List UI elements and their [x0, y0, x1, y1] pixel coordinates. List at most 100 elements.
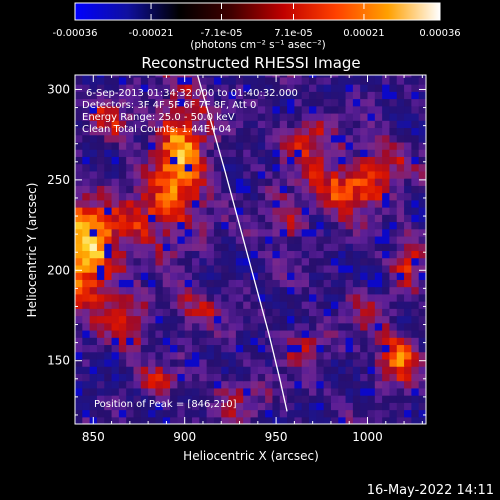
heatmap-cell — [243, 163, 252, 172]
heatmap-cell — [374, 409, 383, 418]
heatmap-cell — [272, 98, 281, 107]
heatmap-cell — [75, 134, 83, 143]
heatmap-cell — [199, 156, 208, 165]
heatmap-cell — [162, 243, 171, 252]
heatmap-cell — [330, 373, 339, 382]
heatmap-cell — [360, 163, 369, 172]
heatmap-cell — [309, 387, 317, 396]
heatmap-cell — [206, 221, 215, 230]
heatmap-cell — [382, 84, 391, 92]
heatmap-cell — [330, 141, 339, 150]
heatmap-cell — [301, 250, 310, 259]
heatmap-cell — [374, 257, 383, 266]
heatmap-cell — [82, 366, 91, 374]
heatmap-cell — [272, 344, 281, 353]
heatmap-cell — [89, 337, 98, 346]
heatmap-cell — [309, 105, 317, 114]
heatmap-cell — [126, 84, 135, 92]
heatmap-cell — [111, 105, 120, 114]
heatmap-cell — [316, 207, 325, 215]
heatmap-cell — [162, 134, 171, 143]
heatmap-cell — [162, 105, 171, 114]
heatmap-cell — [228, 409, 237, 418]
heatmap-cell — [140, 134, 149, 143]
heatmap-cell — [213, 228, 222, 237]
heatmap-cell — [89, 149, 98, 157]
heatmap-cell — [279, 366, 288, 374]
heatmap-cell — [177, 250, 186, 259]
heatmap-cell — [294, 221, 303, 230]
heatmap-cell — [330, 243, 339, 252]
heatmap-cell — [235, 257, 244, 266]
heatmap-cell — [309, 337, 317, 346]
heatmap-cell — [250, 409, 259, 418]
heatmap-cell — [235, 127, 244, 136]
heatmap-cell — [104, 76, 113, 85]
heatmap-cell — [367, 264, 376, 273]
heatmap-cell — [323, 112, 332, 121]
heatmap-cell — [294, 279, 303, 288]
heatmap-cell — [111, 264, 120, 273]
heatmap-cell — [250, 120, 259, 129]
heatmap-cell — [257, 141, 266, 150]
heatmap-cell — [287, 98, 295, 107]
heatmap-cell — [396, 105, 405, 114]
heatmap-cell — [250, 156, 259, 165]
heatmap-cell — [148, 264, 157, 273]
heatmap-cell — [177, 192, 186, 201]
heatmap-cell — [250, 279, 259, 288]
heatmap-cell — [374, 272, 383, 280]
heatmap-cell — [155, 322, 164, 331]
heatmap-cell — [96, 315, 105, 324]
heatmap-cell — [213, 192, 222, 201]
heatmap-cell — [148, 185, 157, 194]
heatmap-cell — [411, 141, 420, 150]
heatmap-cell — [82, 76, 91, 85]
heatmap-cell — [133, 344, 142, 353]
heatmap-cell — [374, 279, 383, 288]
heatmap-cell — [96, 163, 105, 172]
heatmap-cell — [279, 228, 288, 237]
heatmap-cell — [323, 293, 332, 302]
heatmap-cell — [96, 98, 105, 107]
heatmap-cell — [243, 293, 252, 302]
heatmap-cell — [155, 149, 164, 157]
heatmap-cell — [243, 272, 252, 280]
heatmap-cell — [148, 293, 157, 302]
heatmap-cell — [404, 214, 412, 223]
heatmap-cell — [396, 221, 405, 230]
heatmap-cell — [96, 192, 105, 201]
heatmap-cell — [279, 185, 288, 194]
heatmap-cell — [177, 380, 186, 389]
heatmap-cell — [330, 344, 339, 353]
heatmap-cell — [104, 322, 113, 331]
heatmap-cell — [404, 163, 412, 172]
heatmap-cell — [257, 221, 266, 230]
heatmap-cell — [96, 272, 105, 280]
heatmap-cell — [206, 366, 215, 374]
heatmap-cell — [265, 286, 274, 295]
heatmap-cell — [82, 286, 91, 295]
heatmap-cell — [104, 163, 113, 172]
heatmap-cell — [104, 409, 113, 418]
heatmap-cell — [177, 149, 186, 157]
heatmap-cell — [111, 373, 120, 382]
heatmap-cell — [257, 156, 266, 165]
heatmap-cell — [374, 141, 383, 150]
heatmap-cell — [192, 235, 200, 244]
heatmap-cell — [382, 402, 391, 411]
heatmap-cell — [148, 192, 157, 201]
heatmap-cell — [133, 127, 142, 136]
heatmap-cell — [360, 199, 369, 208]
heatmap-cell — [367, 185, 376, 194]
heatmap-cell — [75, 170, 83, 179]
heatmap-cell — [404, 192, 412, 201]
heatmap-cell — [170, 329, 178, 338]
heatmap-cell — [221, 235, 230, 244]
heatmap-cell — [374, 112, 383, 121]
heatmap-cell — [418, 105, 426, 114]
heatmap-cell — [352, 192, 361, 201]
heatmap-cell — [221, 366, 230, 374]
heatmap-cell — [235, 416, 244, 424]
heatmap-cell — [199, 214, 208, 223]
